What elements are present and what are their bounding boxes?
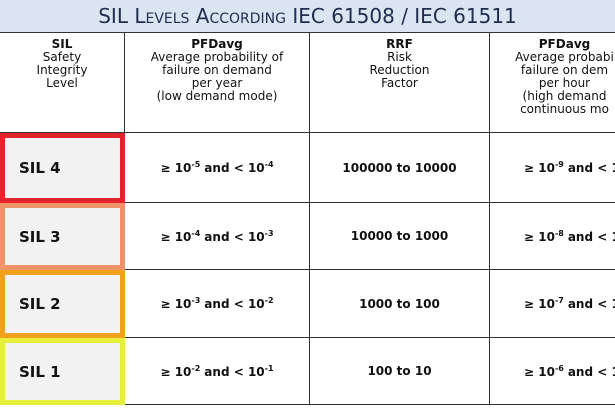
pfd-base: ≥ 10 [524,364,555,379]
rrf-cell: 100000 to 10000 [310,133,490,203]
pfd-range: ≥ 10-9 and < 1 [524,160,615,175]
sil-cell: SIL 3 [0,203,125,270]
header-title: PFDavg [191,37,243,51]
pfd-exponent: -5 [191,160,201,169]
header-line: Integrity [36,63,88,77]
header-line: failure on demand [162,63,272,77]
header-cell: RRF Risk Reduction Factor [310,33,490,133]
header-line: (high demand [522,89,607,103]
pfd-base: and < 10 [204,364,265,379]
sil-cell: SIL 2 [0,270,125,338]
pfd-base: ≥ 10 [160,364,192,379]
header-line: per hour [538,76,591,90]
pfd-range: ≥ 10-5 and < 10-4 [160,160,273,175]
pfd-low-cell: ≥ 10-5 and < 10-4 [125,133,310,203]
header-cell: PFDavg Average probability of failure on d… [125,33,310,133]
header-line: Factor [381,76,418,90]
pfd-exponent: -4 [264,160,274,169]
pfd-base: and < 10 [204,161,265,175]
sil-cell: SIL 4 [0,133,125,203]
header-line: Average probabi [515,50,614,64]
pfd-exponent: -3 [264,228,274,238]
pfd-range: ≥ 10-8 and < 1 [524,229,615,244]
header-title: PFDavg [538,37,591,51]
pfd-range: ≥ 10-2 and < 10-1 [160,364,273,379]
pfd-base: and < 1 [567,364,615,379]
header-line: Safety [42,50,82,64]
pfd-high-cell: ≥ 10-6 and < 1 [490,338,615,405]
header-line: failure on dem [520,63,609,77]
pfd-range: ≥ 10-6 and < 1 [524,364,615,379]
pfd-base: ≥ 10 [160,297,192,311]
pfd-base: ≥ 10 [160,229,192,244]
sil-cell: SIL 1 [0,338,125,405]
header-cell: PFDavg Average probabi failure on dem per h… [490,33,615,133]
pfd-base: and < 1 [567,297,615,311]
rrf-cell: 10000 to 1000 [310,203,490,270]
pfd-base: and < 1 [567,229,615,244]
pfd-range: ≥ 10-7 and < 1 [524,296,615,311]
pfd-base: ≥ 10 [524,297,555,311]
header-title: RRF [386,37,413,51]
pfd-low-cell: ≥ 10-2 and < 10-1 [125,338,310,405]
pfd-exponent: -3 [191,296,201,305]
pfd-low-cell: ≥ 10-3 and < 10-2 [125,270,310,338]
header-title: SIL [51,37,73,51]
pfd-exponent: -2 [191,363,201,373]
header-line: per year [191,76,243,90]
pfd-exponent: -8 [554,228,564,238]
pfd-exponent: -6 [554,363,564,373]
pfd-base: and < 1 [567,161,615,175]
header-line: Level [46,76,78,90]
pfd-range: ≥ 10-4 and < 10-3 [160,229,273,244]
pfd-exponent: -2 [264,296,274,305]
pfd-high-cell: ≥ 10-8 and < 1 [490,203,615,270]
pfd-high-cell: ≥ 10-7 and < 1 [490,270,615,338]
header-line: (low demand mode) [156,89,278,103]
pfd-exponent: -7 [554,296,564,305]
pfd-high-cell: ≥ 10-9 and < 1 [490,133,615,203]
pfd-exponent: -4 [191,228,201,238]
pfd-low-cell: ≥ 10-4 and < 10-3 [125,203,310,270]
header-line: Reduction [369,63,430,77]
header-cell: SIL Safety Integrity Level [0,33,125,133]
pfd-base: and < 10 [204,297,265,311]
pfd-base: ≥ 10 [160,161,192,175]
header-line: Average probability of [150,50,284,64]
pfd-exponent: -9 [554,160,564,169]
pfd-base: ≥ 10 [524,161,555,175]
table-title: SIL Levels According IEC 61508 / IEC 615… [0,0,615,33]
rrf-cell: 1000 to 100 [310,270,490,338]
header-line: Risk [387,50,412,64]
pfd-exponent: -1 [264,363,274,373]
pfd-base: ≥ 10 [524,229,555,244]
pfd-range: ≥ 10-3 and < 10-2 [160,296,273,311]
pfd-base: and < 10 [204,229,265,244]
header-line: continuous mo [520,102,609,116]
rrf-cell: 100 to 10 [310,338,490,405]
